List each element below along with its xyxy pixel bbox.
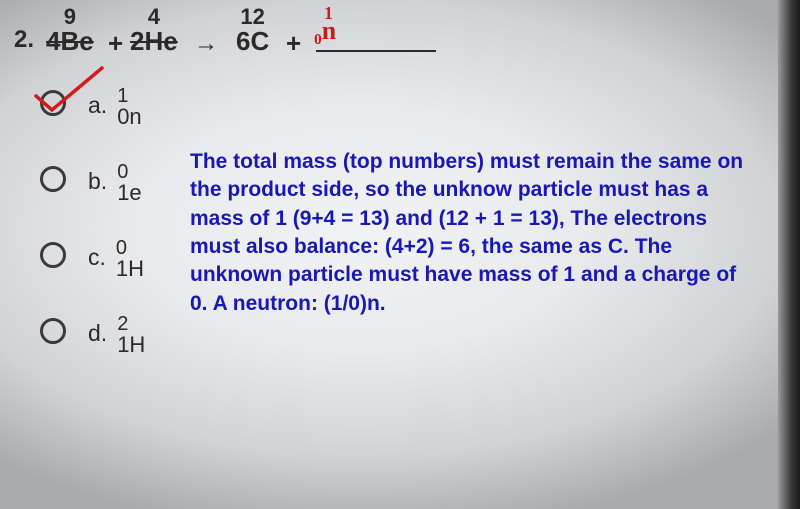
option-nuclide: 0 1H	[116, 238, 144, 280]
option-nuclide: 0 1e	[117, 162, 141, 204]
term-c: 12 6C	[236, 6, 269, 54]
option-d[interactable]: d. 2 1H	[40, 314, 786, 356]
radio-icon	[40, 318, 66, 344]
question-number: 2.	[14, 28, 34, 52]
option-letter: b.	[88, 168, 107, 195]
option-nuclide: 1 0n	[117, 86, 141, 128]
handwritten-answer: ₀n	[314, 18, 336, 44]
equation: 2. 9 4Be + 4 2He → 12 6C + 1 ₀n	[14, 6, 786, 66]
radio-icon	[40, 242, 66, 268]
explanation-text: The total mass (top numbers) must remain…	[190, 148, 750, 318]
option-letter: d.	[88, 320, 107, 347]
worksheet-paper: 2. 9 4Be + 4 2He → 12 6C + 1 ₀n a.	[0, 0, 800, 509]
term-he: 4 2He	[130, 6, 178, 54]
arrow-icon: →	[194, 32, 218, 56]
plus-2: +	[286, 30, 301, 56]
option-a[interactable]: a. 1 0n	[40, 86, 786, 128]
radio-icon	[40, 90, 66, 116]
blank-line	[316, 50, 436, 52]
option-letter: a.	[88, 92, 107, 119]
plus-1: +	[108, 30, 123, 56]
radio-icon	[40, 166, 66, 192]
option-nuclide: 2 1H	[117, 314, 145, 356]
term-be: 9 4Be	[46, 6, 94, 54]
option-letter: c.	[88, 244, 106, 271]
